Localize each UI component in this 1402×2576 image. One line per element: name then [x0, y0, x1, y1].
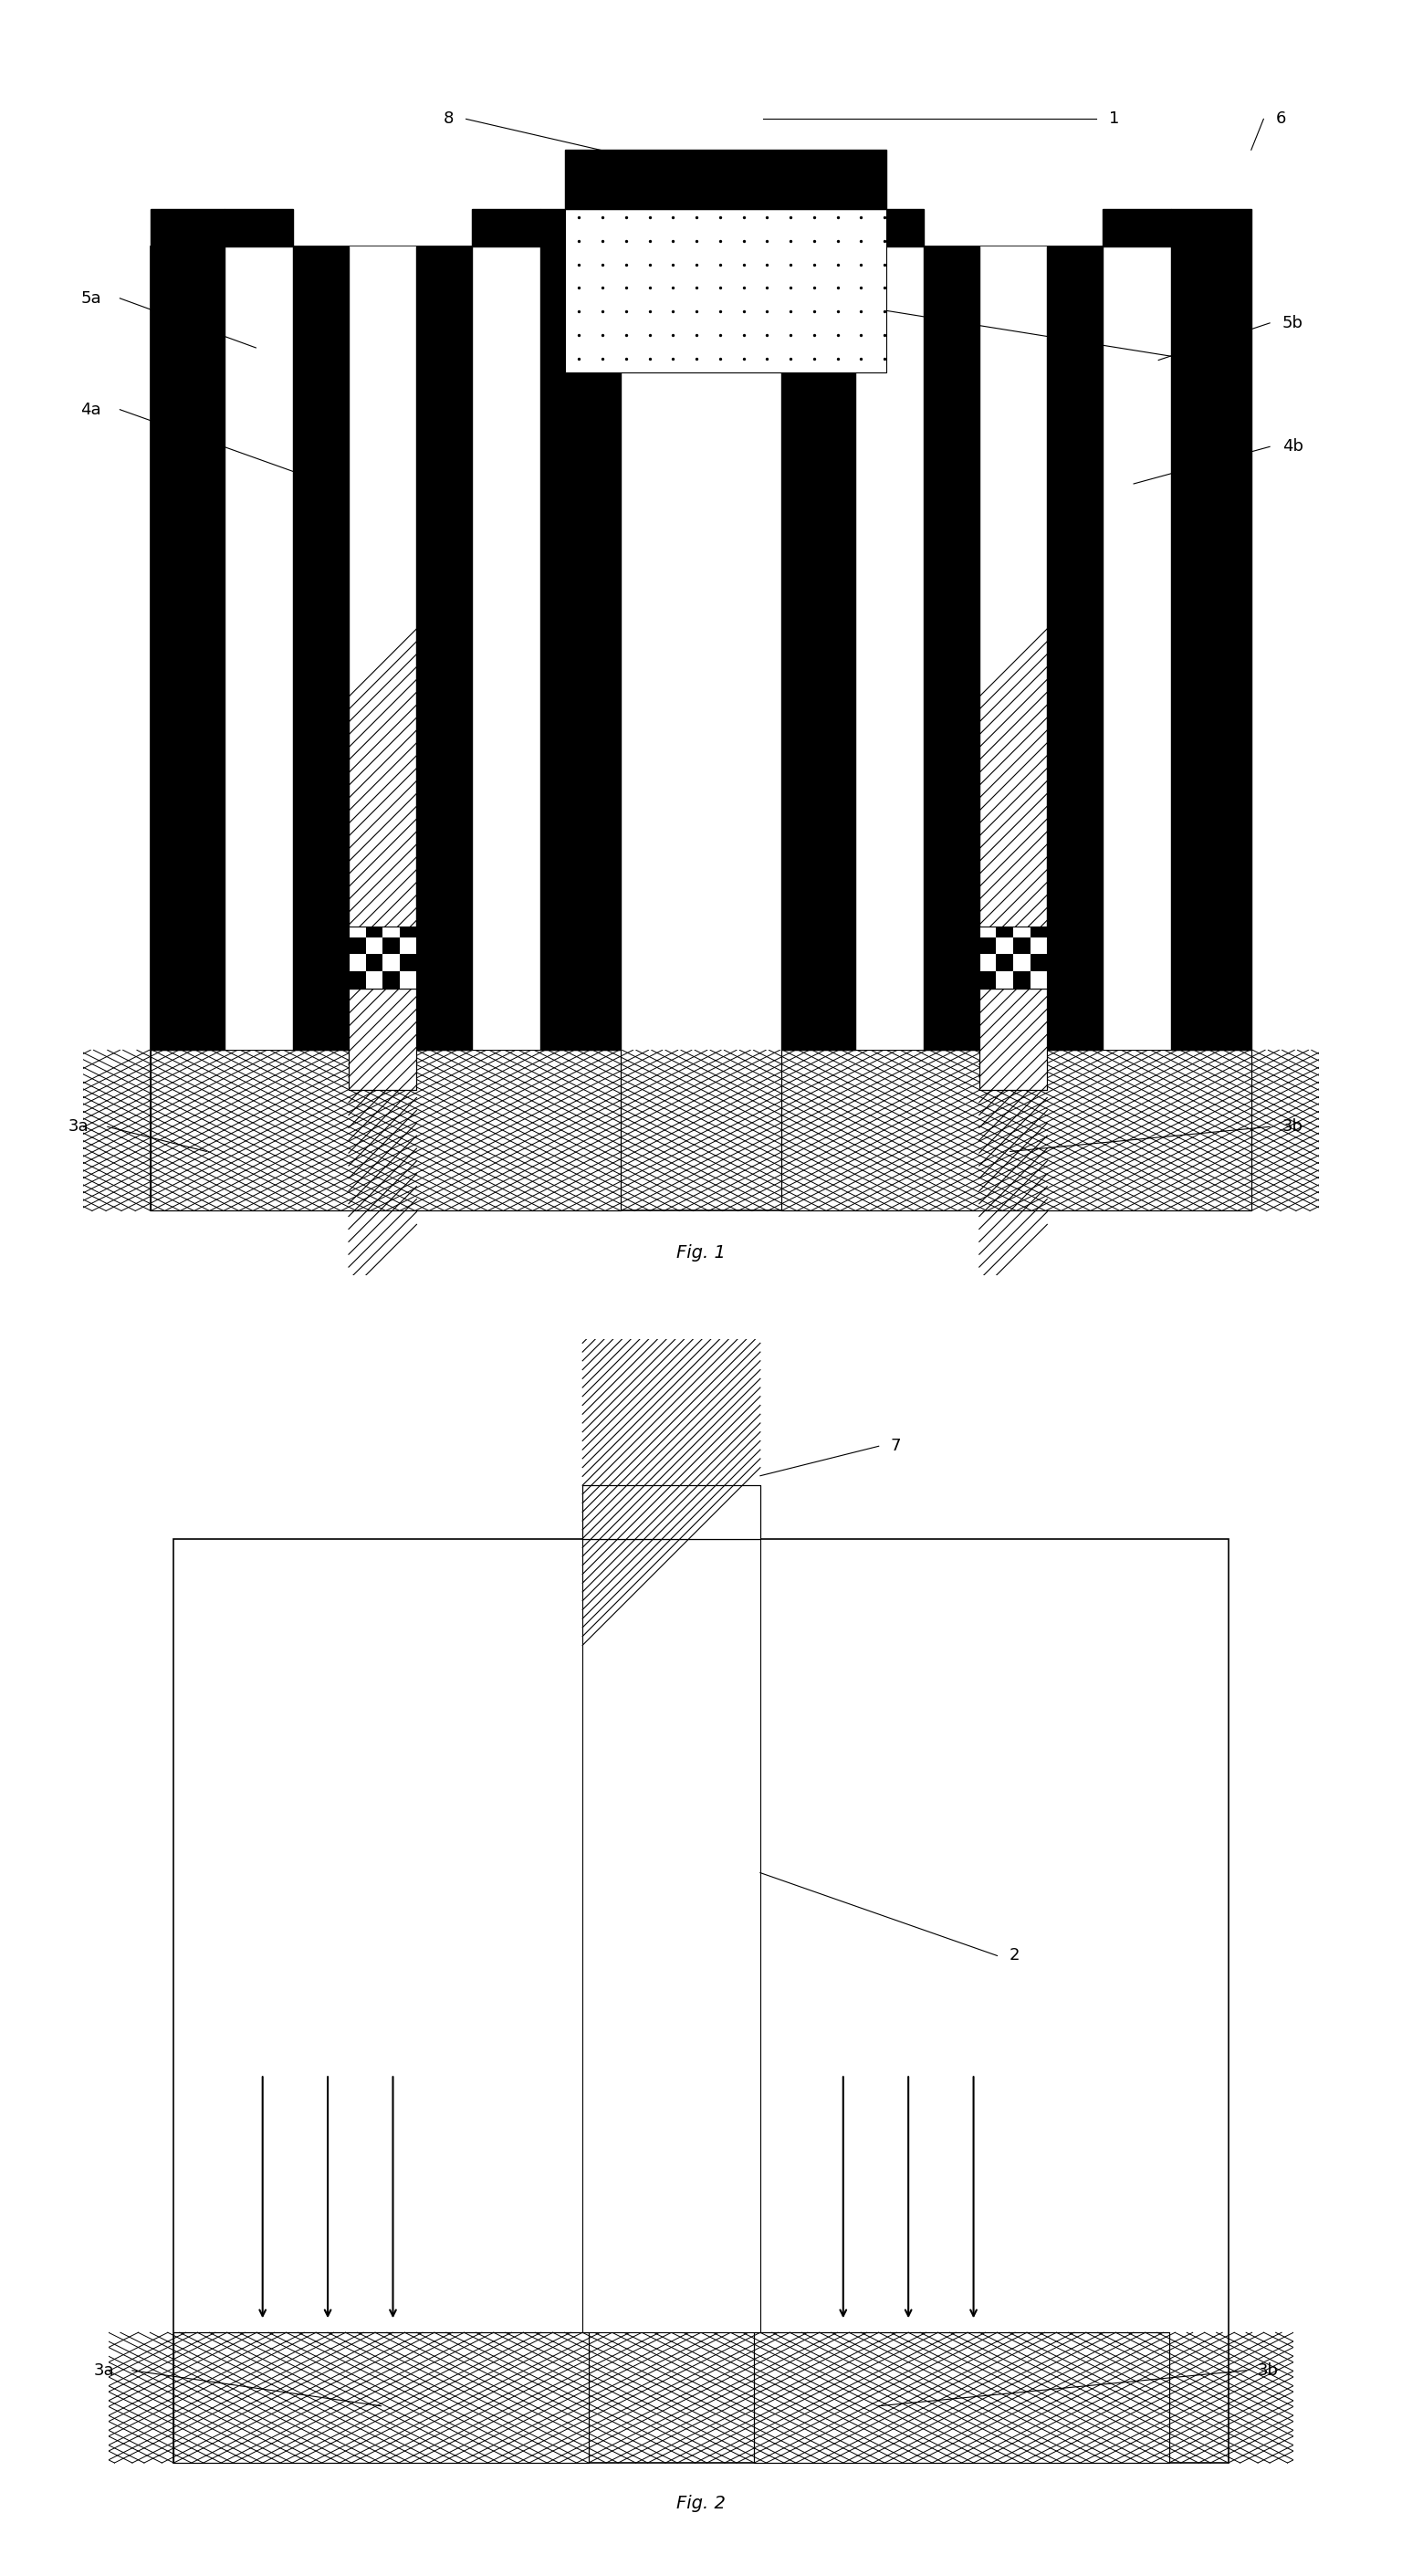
Bar — [979, 247, 1047, 1051]
Text: 8: 8 — [443, 111, 454, 126]
Bar — [151, 1051, 621, 1211]
Bar — [1014, 971, 1030, 989]
Bar — [979, 927, 1047, 989]
Bar — [224, 209, 293, 247]
Bar — [781, 1051, 1251, 1211]
Bar — [349, 927, 416, 989]
Bar — [582, 1486, 760, 1538]
Bar — [781, 209, 855, 1051]
Bar — [979, 927, 1047, 989]
Bar — [997, 953, 1014, 971]
Text: 7: 7 — [890, 1437, 901, 1455]
Bar — [1171, 209, 1251, 1051]
Bar — [349, 989, 416, 1090]
Bar — [472, 247, 540, 1051]
Bar — [349, 989, 416, 1090]
Bar — [349, 247, 416, 1051]
Bar — [174, 2331, 589, 2463]
Text: Fig. 1: Fig. 1 — [676, 1244, 726, 1262]
Text: 1: 1 — [1109, 111, 1119, 126]
Bar — [979, 971, 997, 989]
Bar — [366, 927, 383, 938]
Bar — [400, 927, 416, 938]
Bar — [151, 209, 224, 1051]
Bar — [582, 1538, 760, 2331]
Text: 3a: 3a — [94, 2362, 115, 2378]
Bar — [1047, 247, 1103, 1051]
Bar — [416, 247, 472, 1051]
Bar — [924, 247, 979, 1051]
Bar — [1103, 209, 1171, 247]
Bar — [174, 2331, 589, 2463]
Bar — [151, 1051, 621, 1211]
Bar — [582, 1486, 760, 1538]
Text: 4a: 4a — [81, 402, 101, 417]
Bar — [383, 938, 400, 953]
Bar — [997, 927, 1014, 938]
Bar — [855, 209, 924, 247]
Bar — [855, 247, 924, 1051]
Text: 3b: 3b — [1281, 1118, 1302, 1136]
Bar — [754, 2331, 1169, 2463]
Bar — [565, 209, 886, 374]
Bar — [1030, 927, 1047, 938]
Bar — [472, 209, 540, 247]
Bar — [979, 938, 997, 953]
Bar — [224, 247, 293, 1051]
Bar — [565, 149, 886, 209]
Bar — [349, 927, 416, 989]
Bar — [151, 247, 1251, 1211]
Bar — [754, 2331, 1169, 2463]
Bar — [1014, 938, 1030, 953]
Bar — [366, 953, 383, 971]
Bar — [293, 247, 349, 1051]
Text: 5a: 5a — [81, 291, 101, 307]
Bar — [979, 989, 1047, 1090]
Bar — [979, 989, 1047, 1090]
Bar — [400, 953, 416, 971]
Bar — [349, 938, 366, 953]
Bar — [1103, 247, 1171, 1051]
Text: 2: 2 — [1209, 353, 1218, 368]
Bar — [781, 1051, 1251, 1211]
Text: 2: 2 — [1009, 1947, 1019, 1963]
Text: 4b: 4b — [1281, 438, 1302, 456]
Bar — [565, 374, 886, 1051]
Bar — [151, 247, 1251, 1211]
Text: 3a: 3a — [69, 1118, 88, 1136]
Bar — [349, 971, 366, 989]
Text: 3b: 3b — [1258, 2362, 1279, 2378]
Text: 6: 6 — [1276, 111, 1286, 126]
Bar — [540, 209, 621, 1051]
Text: Fig. 2: Fig. 2 — [676, 2494, 726, 2512]
Bar — [1030, 953, 1047, 971]
Text: 5b: 5b — [1281, 314, 1302, 332]
Bar — [383, 971, 400, 989]
Bar — [174, 1538, 1228, 2463]
